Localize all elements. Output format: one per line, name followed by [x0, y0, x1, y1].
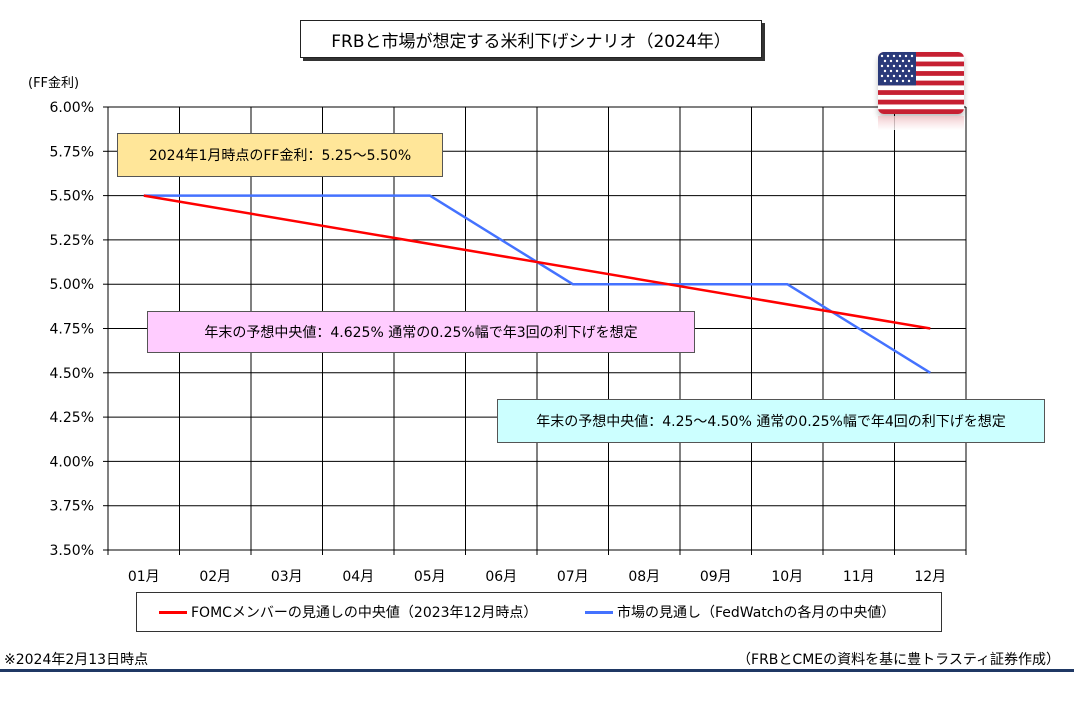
y-tick-label: 3.50%: [50, 543, 94, 559]
y-tick-label: 4.00%: [50, 454, 94, 470]
y-tick-label: 4.25%: [50, 410, 94, 426]
legend-item-market: 市場の見通し（FedWatchの各月の中央値）: [585, 593, 895, 631]
x-tick-label: 08月: [628, 569, 660, 585]
x-tick-label: 03月: [271, 569, 303, 585]
y-axis-unit-label: (FF金利): [28, 76, 80, 91]
x-tick-label: 05月: [414, 569, 446, 585]
date-note: ※2024年2月13日時点: [4, 652, 149, 668]
series-line-market: [143, 194, 931, 374]
legend-item-fomc: FOMCメンバーの見通しの中央値（2023年12月時点）: [159, 593, 537, 631]
series-line-fomc: [143, 194, 931, 330]
x-tick-label: 02月: [199, 569, 231, 585]
x-tick-label: 12月: [914, 569, 946, 585]
us-flag-icon: [878, 52, 964, 114]
annotation-market-forecast: 年末の予想中央値：4.25～4.50% 通常の0.25%幅で年4回の利下げを想定: [497, 399, 1045, 443]
source-note: （FRBとCMEの資料を基に豊トラスティ証券作成）: [737, 652, 1060, 668]
annotation-current-rate: 2024年1月時点のFF金利：5.25～5.50%: [117, 133, 443, 177]
bottom-rule: [0, 669, 1074, 672]
y-tick-label: 4.75%: [50, 322, 94, 338]
y-tick-label: 3.75%: [50, 499, 94, 515]
x-tick-label: 09月: [700, 569, 732, 585]
legend-swatch-fomc: [159, 610, 187, 614]
x-tick-label: 01月: [128, 569, 160, 585]
x-tick-label: 04月: [342, 569, 374, 585]
legend-label-fomc: FOMCメンバーの見通しの中央値（2023年12月時点）: [191, 605, 538, 621]
x-tick-label: 06月: [485, 569, 517, 585]
y-tick-label: 5.00%: [50, 277, 94, 293]
x-tick-label: 07月: [557, 569, 589, 585]
y-tick-label: 5.75%: [50, 144, 94, 160]
x-tick-label: 10月: [771, 569, 803, 585]
legend-label-market: 市場の見通し（FedWatchの各月の中央値）: [617, 605, 896, 621]
annotation-fomc-forecast: 年末の予想中央値：4.625% 通常の0.25%幅で年3回の利下げを想定: [147, 311, 695, 353]
chart-legend: FOMCメンバーの見通しの中央値（2023年12月時点） 市場の見通し（FedW…: [136, 592, 942, 632]
flag-reflection: [878, 116, 964, 130]
y-tick-label: 5.25%: [50, 233, 94, 249]
x-tick-label: 11月: [843, 569, 875, 585]
y-tick-label: 4.50%: [50, 366, 94, 382]
y-tick-label: 5.50%: [50, 189, 94, 205]
chart-title: FRBと市場が想定する米利下げシナリオ（2024年）: [300, 20, 762, 58]
y-tick-label: 6.00%: [50, 100, 94, 116]
legend-swatch-market: [585, 610, 613, 614]
